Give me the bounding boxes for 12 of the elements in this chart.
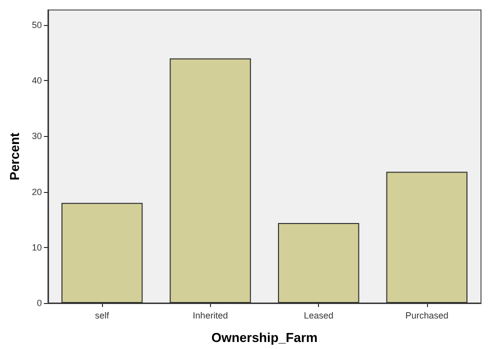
x-tick-label: self	[95, 310, 110, 320]
x-tick-label: Purchased	[405, 310, 448, 320]
y-tick-label: 50	[32, 20, 42, 30]
y-tick-label: 30	[32, 131, 42, 142]
y-tick-label: 20	[32, 186, 42, 197]
y-axis-title: Percent	[7, 132, 22, 180]
y-tick-label: 10	[32, 242, 42, 252]
y-tick-label: 40	[32, 76, 42, 86]
x-tick-label: Leased	[304, 310, 334, 320]
y-tick-label: 0	[36, 298, 42, 308]
x-axis-title: Ownership_Farm	[211, 330, 318, 345]
x-tick-label: Inherited	[192, 310, 228, 320]
